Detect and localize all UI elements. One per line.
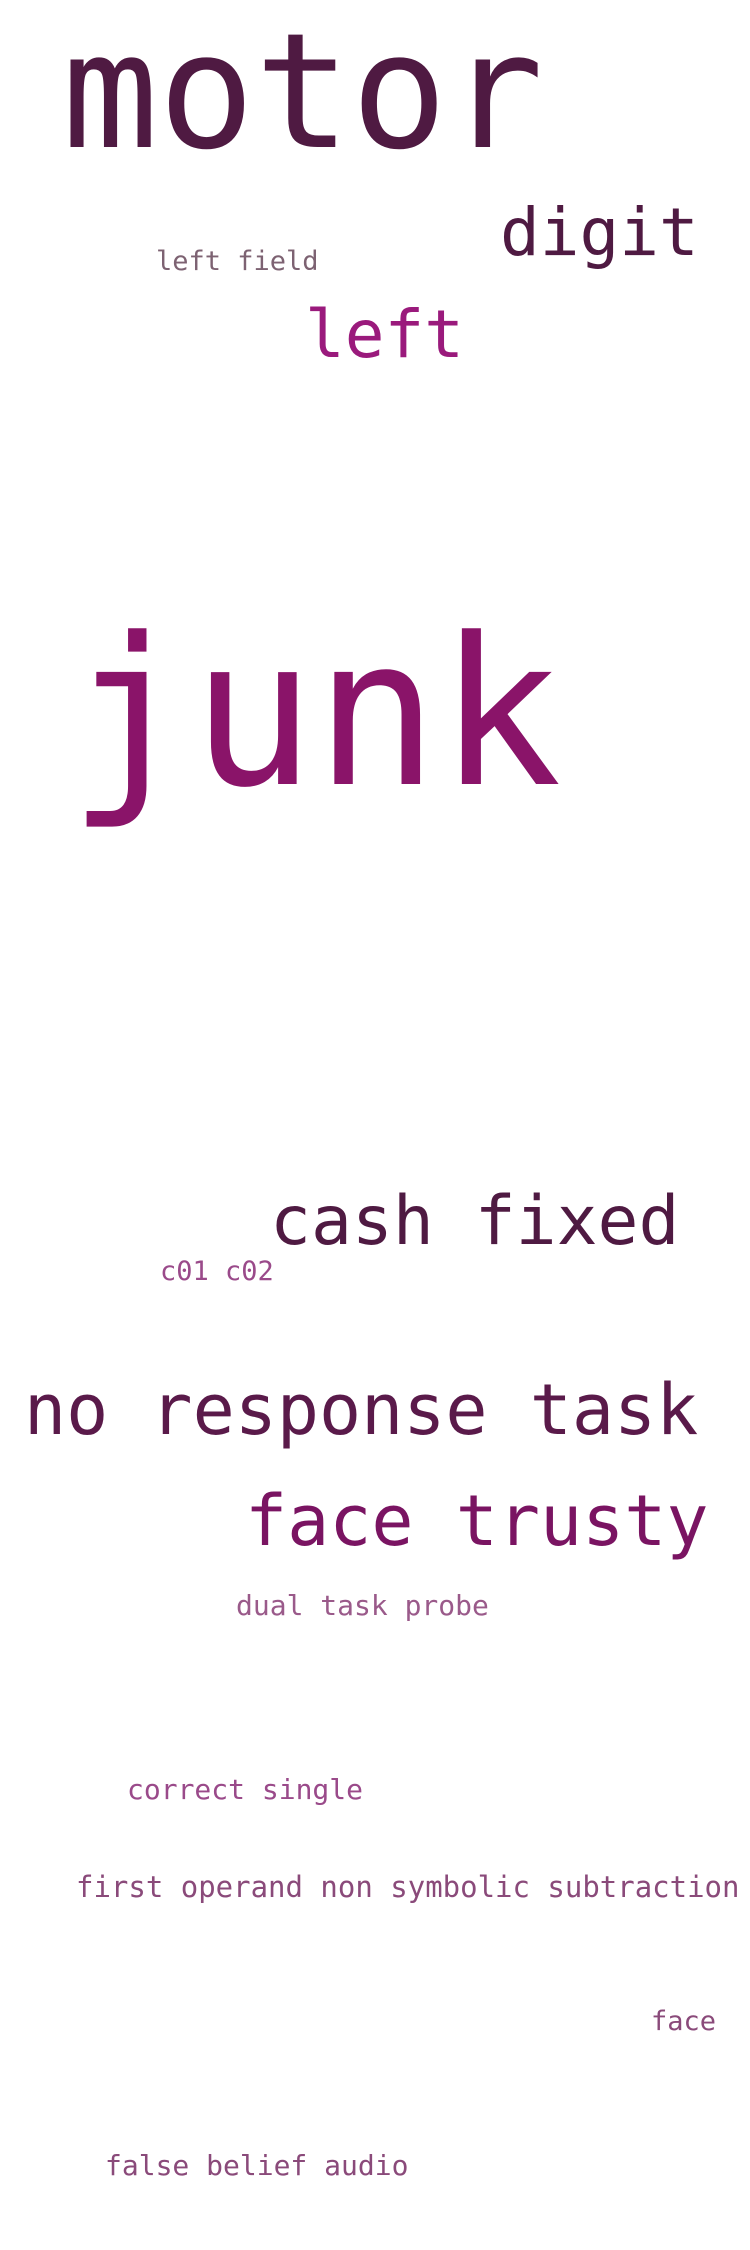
word-dual-task-probe: dual task probe [236, 1589, 489, 1622]
word-false-belief-audio: false belief audio [105, 2149, 409, 2182]
word-junk: junk [68, 595, 562, 833]
word-motor: motor [62, 0, 544, 185]
word-cash-fixed: cash fixed [270, 1182, 680, 1261]
word-no-response-task: no response task [24, 1369, 699, 1451]
word-left: left [305, 296, 464, 373]
word-face-trusty: face trusty [245, 1480, 709, 1562]
word-left-field: left field [156, 246, 319, 277]
word-c01-c02: c01 c02 [160, 1256, 274, 1287]
word-digit: digit [500, 194, 699, 271]
word-correct-single: correct single [127, 1773, 364, 1806]
word-first-operand-non-symbolic-subtraction: first operand non symbolic subtraction [76, 1870, 740, 1904]
word-face: face [651, 2006, 717, 2037]
